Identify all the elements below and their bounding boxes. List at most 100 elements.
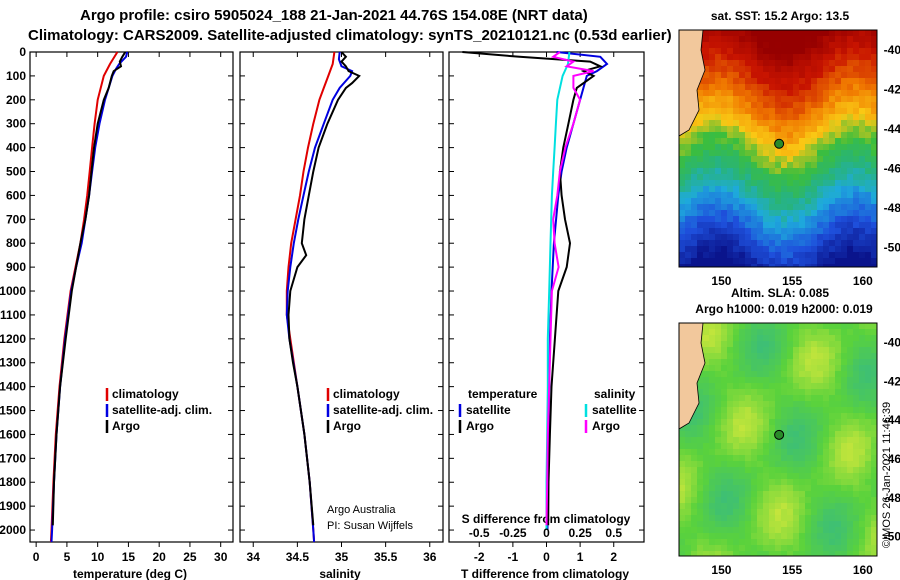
map-cell [721, 54, 727, 60]
map-cell [811, 156, 817, 162]
map-cell [829, 162, 835, 168]
map-cell [697, 503, 703, 509]
map-lat-tick-label: -48 [884, 201, 900, 215]
map-cell [769, 497, 775, 503]
map-cell [793, 84, 799, 90]
map-cell [763, 533, 769, 539]
map-cell [721, 126, 727, 132]
map-cell [727, 90, 733, 96]
map-cell [781, 264, 787, 267]
map-cell [745, 54, 751, 60]
map-cell [685, 264, 691, 267]
map-cell [823, 246, 829, 252]
map-cell [709, 521, 715, 527]
map-cell [733, 449, 739, 455]
argo-location-marker [774, 429, 785, 440]
map-cell [751, 389, 757, 395]
map-cell [697, 437, 703, 443]
map-cell [859, 150, 865, 156]
map-cell [721, 359, 727, 365]
map-cell [805, 551, 811, 556]
map-cell [829, 240, 835, 246]
map-cell [757, 264, 763, 267]
map-cell [793, 150, 799, 156]
map-cell [871, 258, 877, 264]
map-cell [781, 216, 787, 222]
map-cell [799, 389, 805, 395]
map-cell [733, 84, 739, 90]
map-cell [787, 120, 793, 126]
map-cell [871, 156, 877, 162]
map-cell [835, 126, 841, 132]
map-cell [769, 377, 775, 383]
map-cell [703, 521, 709, 527]
map-cell [697, 264, 703, 267]
map-cell [853, 90, 859, 96]
map-cell [721, 527, 727, 533]
map-cell [823, 264, 829, 267]
map-cell [685, 473, 691, 479]
map-cell [757, 461, 763, 467]
map-cell [775, 419, 781, 425]
map-cell [775, 216, 781, 222]
map-cell [691, 539, 697, 545]
map-cell [757, 78, 763, 84]
map-cell [817, 66, 823, 72]
map-cell [727, 359, 733, 365]
map-cell [763, 132, 769, 138]
map-cell [769, 78, 775, 84]
map-cell [685, 443, 691, 449]
map-cell [829, 102, 835, 108]
map-cell [745, 246, 751, 252]
map-cell [829, 419, 835, 425]
map-cell [721, 138, 727, 144]
map-cell [829, 461, 835, 467]
map-cell [859, 246, 865, 252]
map-cell [709, 228, 715, 234]
map-cell [739, 72, 745, 78]
map-cell [691, 533, 697, 539]
map-cell [871, 515, 877, 521]
map-cell [751, 461, 757, 467]
map-cell [679, 443, 685, 449]
map-cell [853, 192, 859, 198]
map-cell [763, 90, 769, 96]
map-cell [823, 443, 829, 449]
map-cell [763, 246, 769, 252]
map-cell [853, 341, 859, 347]
map-cell [751, 425, 757, 431]
map-cell [733, 425, 739, 431]
map-cell [733, 114, 739, 120]
map-cell [787, 527, 793, 533]
map-cell [853, 455, 859, 461]
map-cell [709, 455, 715, 461]
map-cell [871, 443, 877, 449]
map-cell [685, 431, 691, 437]
map-cell [823, 371, 829, 377]
map-cell [745, 90, 751, 96]
map-cell [775, 180, 781, 186]
map-cell [775, 479, 781, 485]
map-cell [787, 449, 793, 455]
map-cell [787, 335, 793, 341]
map-cell [721, 521, 727, 527]
map-cell [751, 132, 757, 138]
map-cell [829, 66, 835, 72]
map-cell [799, 54, 805, 60]
map-cell [871, 180, 877, 186]
map-cell [697, 515, 703, 521]
map-cell [781, 545, 787, 551]
map-cell [859, 479, 865, 485]
map-cell [751, 42, 757, 48]
map-cell [739, 437, 745, 443]
map-cell [709, 246, 715, 252]
map-cell [811, 323, 817, 329]
map-cell [787, 509, 793, 515]
map-cell [859, 114, 865, 120]
map-cell [853, 401, 859, 407]
map-cell [805, 383, 811, 389]
map-cell [721, 467, 727, 473]
map-cell [829, 30, 835, 36]
map-cell [781, 48, 787, 54]
x-tick-label: 25 [183, 550, 197, 564]
